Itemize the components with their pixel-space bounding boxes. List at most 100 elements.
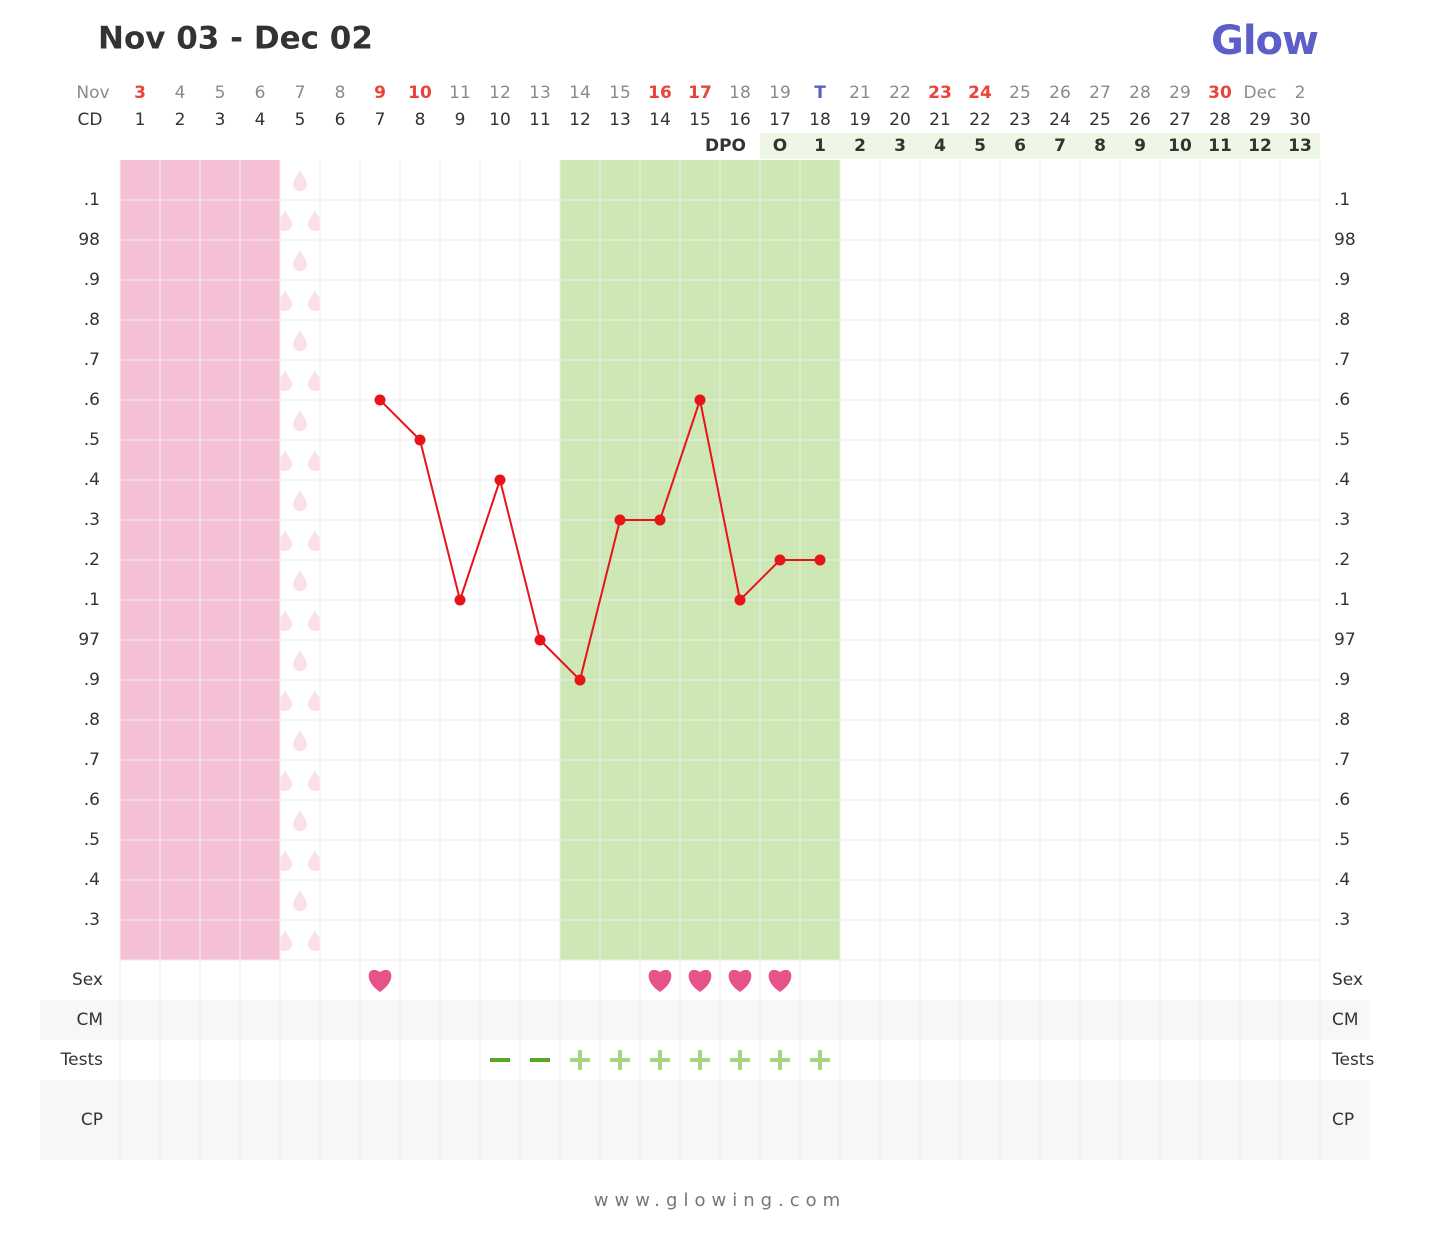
test-positive bbox=[690, 1050, 710, 1070]
cycle-day-label: 21 bbox=[929, 110, 951, 130]
drop bbox=[293, 730, 307, 751]
cycle-day-label: 22 bbox=[969, 110, 991, 130]
cp-row-label: CP bbox=[81, 1110, 103, 1130]
date-label: 29 bbox=[1169, 83, 1191, 103]
y-tick-label: .4 bbox=[84, 870, 100, 890]
y-tick-label: .9 bbox=[1334, 670, 1350, 690]
logo: Glow bbox=[1211, 18, 1318, 64]
date-label: 13 bbox=[529, 83, 551, 103]
sex-heart bbox=[688, 969, 712, 992]
cycle-day-label: 20 bbox=[889, 110, 911, 130]
test-negative bbox=[530, 1058, 550, 1062]
y-tick-label: .5 bbox=[1334, 830, 1350, 850]
drop bbox=[280, 770, 292, 791]
drop bbox=[280, 450, 292, 471]
cycle-day-label: 10 bbox=[489, 110, 511, 130]
y-tick-label: .6 bbox=[1334, 790, 1350, 810]
date-label: 12 bbox=[489, 83, 511, 103]
date-label: 6 bbox=[255, 83, 266, 103]
date-label: 23 bbox=[928, 83, 952, 103]
cycle-day-label: 6 bbox=[335, 110, 346, 130]
y-tick-label: .8 bbox=[1334, 310, 1350, 330]
cp-row-label: CP bbox=[1332, 1110, 1354, 1130]
cp-row-background bbox=[40, 1080, 1370, 1160]
y-tick-label: .2 bbox=[1334, 550, 1350, 570]
date-label: 17 bbox=[688, 83, 712, 103]
cycle-day-label: 3 bbox=[215, 110, 226, 130]
test-positive bbox=[570, 1050, 590, 1070]
cycle-day-label: 9 bbox=[455, 110, 466, 130]
dpo-label: 12 bbox=[1248, 136, 1272, 156]
y-tick-label: .1 bbox=[84, 190, 100, 210]
date-label: 14 bbox=[569, 83, 591, 103]
cycle-day-label: 8 bbox=[415, 110, 426, 130]
dpo-row-label: DPO bbox=[705, 136, 746, 156]
y-tick-label: .7 bbox=[1334, 350, 1350, 370]
cycle-day-label: 16 bbox=[729, 110, 751, 130]
test-bar bbox=[490, 1058, 510, 1062]
y-tick-label: .5 bbox=[1334, 430, 1350, 450]
y-tick-label: .7 bbox=[84, 350, 100, 370]
y-tick-label: .1 bbox=[1334, 590, 1350, 610]
date-label: 19 bbox=[769, 83, 791, 103]
test-bar bbox=[658, 1050, 662, 1070]
y-tick-label: .8 bbox=[84, 310, 100, 330]
drop bbox=[308, 770, 320, 791]
grid-layer bbox=[119, 160, 1321, 1160]
cycle-day-label: 30 bbox=[1289, 110, 1311, 130]
drop bbox=[293, 810, 307, 831]
cycle-day-label: 23 bbox=[1009, 110, 1031, 130]
cycle-day-label: 14 bbox=[649, 110, 671, 130]
test-positive bbox=[730, 1050, 750, 1070]
y-tick-label: .6 bbox=[84, 390, 100, 410]
dpo-label: 3 bbox=[894, 136, 906, 156]
date-label: 4 bbox=[175, 83, 186, 103]
sex-heart bbox=[768, 969, 792, 992]
dpo-label: 10 bbox=[1168, 136, 1192, 156]
cm-row-label: CM bbox=[1332, 1010, 1359, 1030]
test-bar bbox=[698, 1050, 702, 1070]
drop bbox=[308, 930, 320, 951]
drop bbox=[293, 890, 307, 911]
y-tick-label: .6 bbox=[84, 790, 100, 810]
cycle-day-label: 19 bbox=[849, 110, 871, 130]
temperature-point bbox=[734, 594, 746, 606]
dpo-label: 4 bbox=[934, 136, 946, 156]
drop bbox=[293, 650, 307, 671]
drop bbox=[308, 450, 320, 471]
dpo-label: 11 bbox=[1208, 136, 1232, 156]
cycle-day-label: 24 bbox=[1049, 110, 1071, 130]
date-label: 3 bbox=[134, 83, 146, 103]
date-label: 28 bbox=[1129, 83, 1151, 103]
cycle-day-label: 15 bbox=[689, 110, 711, 130]
temperature-point bbox=[814, 554, 826, 566]
cycle-day-label: 25 bbox=[1089, 110, 1111, 130]
cycle-day-label: 18 bbox=[809, 110, 831, 130]
dpo-label: 9 bbox=[1134, 136, 1146, 156]
y-tick-label: .3 bbox=[1334, 510, 1350, 530]
temperature-point bbox=[454, 594, 466, 606]
test-bar bbox=[618, 1050, 622, 1070]
y-tick-label: .3 bbox=[1334, 910, 1350, 930]
dpo-label: 8 bbox=[1094, 136, 1106, 156]
y-tick-label: 98 bbox=[1334, 230, 1356, 250]
cycle-day-label: 12 bbox=[569, 110, 591, 130]
date-label: T bbox=[814, 83, 826, 103]
test-bar bbox=[778, 1050, 782, 1070]
dpo-label: 1 bbox=[814, 136, 826, 156]
test-positive bbox=[810, 1050, 830, 1070]
sex-heart bbox=[728, 969, 752, 992]
cycle-day-label: 26 bbox=[1129, 110, 1151, 130]
cycle-day-label: 1 bbox=[135, 110, 146, 130]
date-label: 30 bbox=[1208, 83, 1232, 103]
y-tick-label: .1 bbox=[84, 590, 100, 610]
drop bbox=[280, 850, 292, 871]
y-tick-label: .8 bbox=[1334, 710, 1350, 730]
date-label: 2 bbox=[1295, 83, 1306, 103]
drop bbox=[308, 610, 320, 631]
drop bbox=[293, 250, 307, 271]
tests-row-label: Tests bbox=[60, 1050, 103, 1070]
cd-row-label: CD bbox=[78, 110, 103, 130]
date-label: 24 bbox=[968, 83, 992, 103]
